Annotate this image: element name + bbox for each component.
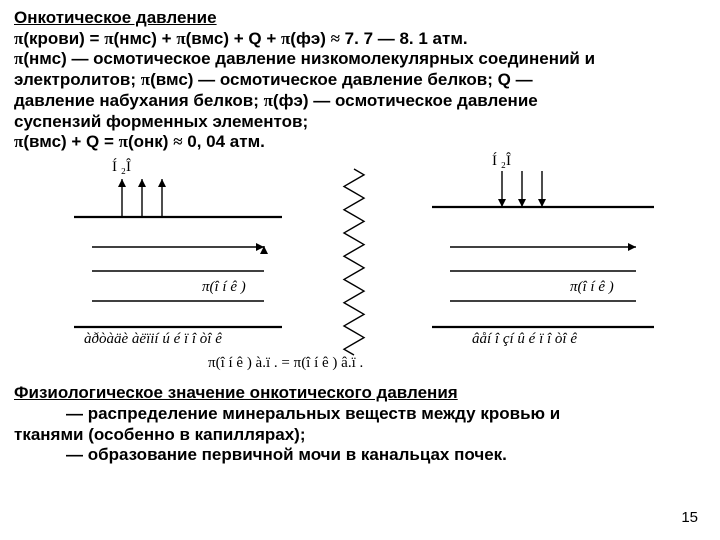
pi-glyph: π bbox=[281, 29, 290, 48]
footer-b1: — распределение минеральных веществ межд… bbox=[66, 404, 560, 423]
left-pi-onk: π(î í ê ) bbox=[202, 279, 246, 296]
footer-b2: — образование первичной мочи в канальцах… bbox=[66, 445, 507, 464]
eq-part-0: (крови) = bbox=[23, 29, 104, 48]
line5: давление набухания белков; bbox=[14, 91, 264, 110]
eq-part-1: (нмс) + bbox=[114, 29, 177, 48]
eq-part-4: 7. 7 — 8. 1 атм. bbox=[340, 29, 468, 48]
approx-glyph: ≈ bbox=[331, 29, 340, 48]
line4b: (вмс) — осмотическое давление белков; Q … bbox=[150, 70, 533, 89]
page-number: 15 bbox=[681, 509, 698, 526]
right-pi-onk: π(î í ê ) bbox=[570, 279, 614, 296]
line4: электролитов; bbox=[14, 70, 141, 89]
line5b: (фэ) — осмотическое давление bbox=[273, 91, 538, 110]
right-bottom-label: âåí î çí û é ï î òî ê bbox=[472, 331, 577, 348]
center-equation: π(î í ê ) à.ï . = π(î í ê ) â.ï . bbox=[208, 355, 363, 372]
line7a: (вмс) + Q = bbox=[23, 132, 118, 151]
footer-title: Физиологическое значение онкотического д… bbox=[14, 383, 458, 402]
right-top-label: Í ₂Î bbox=[492, 153, 511, 170]
left-top-label: Í ₂Î bbox=[112, 159, 131, 176]
header-block: Онкотическое давление π(крови) = π(нмс) … bbox=[14, 8, 706, 153]
footer-b1b: тканями (особенно в капиллярах); bbox=[14, 425, 305, 444]
pi-glyph: π bbox=[14, 49, 23, 68]
pi-glyph: π bbox=[141, 70, 150, 89]
left-bottom-label: àðòàäè àëïií ú é ï î òî ê bbox=[84, 331, 222, 348]
eq-part-3: (фэ) bbox=[290, 29, 330, 48]
diagram: Í ₂Î Í ₂Î π(î í ê ) π(î í ê ) àðòàäè àëï… bbox=[14, 159, 706, 379]
line3a: (нмс) — осмотическое давление низкомолек… bbox=[23, 49, 595, 68]
pi-glyph: π bbox=[264, 91, 273, 110]
pi-glyph: π bbox=[14, 29, 23, 48]
pi-glyph: π bbox=[119, 132, 128, 151]
eq-part-2: (вмс) + Q + bbox=[186, 29, 281, 48]
pi-glyph: π bbox=[14, 132, 23, 151]
pi-glyph: π bbox=[104, 29, 113, 48]
title: Онкотическое давление bbox=[14, 8, 217, 27]
line7c: 0, 04 атм. bbox=[183, 132, 265, 151]
pi-glyph: π bbox=[176, 29, 185, 48]
line7b: (онк) bbox=[128, 132, 173, 151]
footer-block: Физиологическое значение онкотического д… bbox=[14, 383, 706, 466]
line6: суспензий форменных элементов; bbox=[14, 112, 308, 131]
approx-glyph: ≈ bbox=[173, 132, 182, 151]
